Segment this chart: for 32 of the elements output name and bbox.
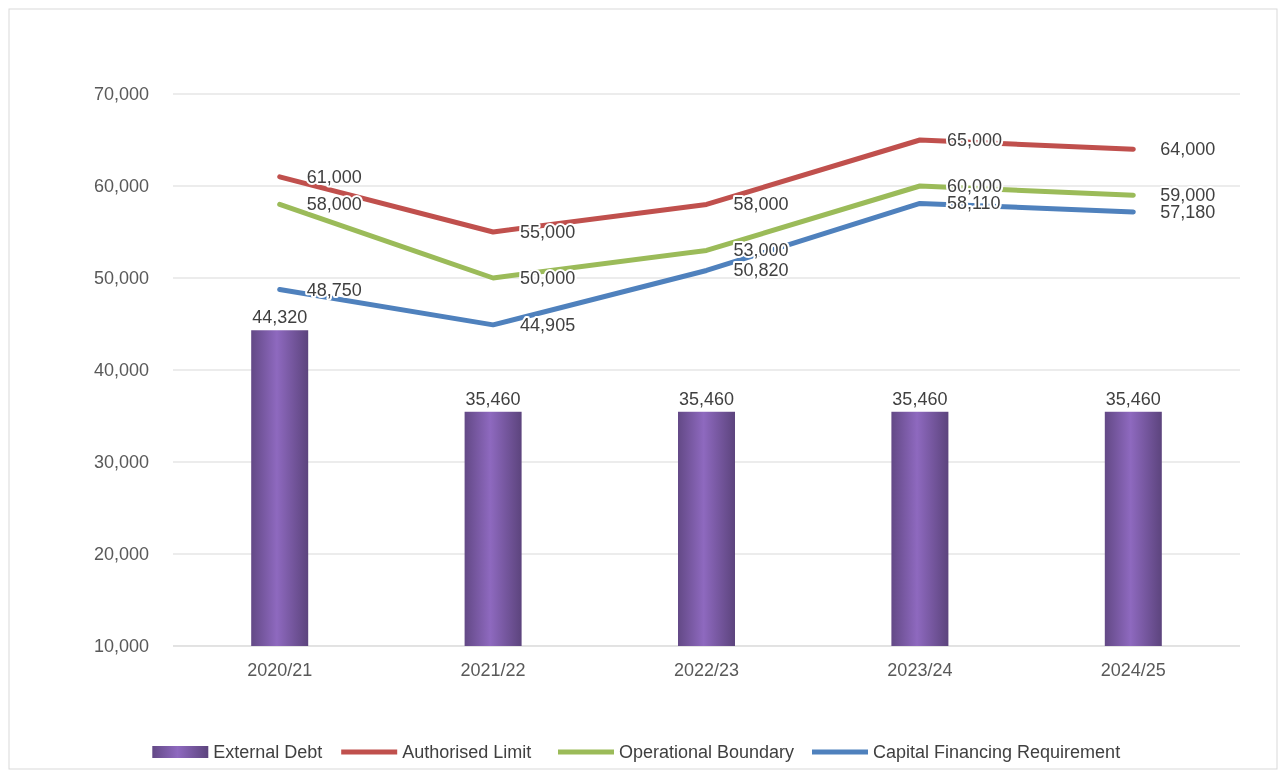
legend-label: Operational Boundary bbox=[619, 742, 795, 763]
data-label: 58,000 bbox=[306, 194, 362, 215]
y-tick-label: 70,000 bbox=[93, 84, 149, 105]
data-label: 64,000 bbox=[1160, 139, 1216, 160]
data-label: 35,460 bbox=[1105, 388, 1161, 409]
data-label: 48,750 bbox=[306, 279, 362, 300]
data-label: 44,905 bbox=[520, 314, 576, 335]
data-label: 50,000 bbox=[520, 268, 576, 288]
data-label: 35,460 bbox=[678, 388, 735, 409]
data-label: 58,000 bbox=[733, 194, 789, 215]
data-label: 61,000 bbox=[306, 166, 362, 187]
data-label: 50,820 bbox=[733, 260, 789, 281]
y-tick-label: 60,000 bbox=[93, 176, 149, 197]
data-label: 35,460 bbox=[465, 388, 521, 409]
data-label: 58,110 bbox=[946, 193, 1001, 214]
y-tick-label: 50,000 bbox=[93, 268, 149, 289]
y-tick-label: 10,000 bbox=[93, 636, 149, 657]
x-tick-label: 2021/22 bbox=[460, 660, 526, 680]
data-label: 44,320 bbox=[252, 307, 308, 328]
x-tick-label: 2024/25 bbox=[1100, 660, 1166, 680]
y-tick-label: 30,000 bbox=[93, 452, 149, 473]
data-label: 35,460 bbox=[892, 388, 948, 409]
data-label: 59,000 bbox=[1160, 185, 1216, 206]
y-tick-label: 40,000 bbox=[93, 360, 149, 381]
y-tick-label: 20,000 bbox=[93, 544, 149, 565]
x-tick-label: 2020/21 bbox=[247, 660, 313, 680]
legend-label: Capital Financing Requirement bbox=[873, 742, 1121, 763]
legend-label: Authorised Limit bbox=[402, 742, 532, 763]
x-tick-label: 2022/23 bbox=[673, 660, 740, 680]
data-label: 55,000 bbox=[520, 222, 576, 242]
legend-label: External Debt bbox=[213, 742, 323, 763]
x-tick-label: 2023/24 bbox=[887, 660, 953, 680]
